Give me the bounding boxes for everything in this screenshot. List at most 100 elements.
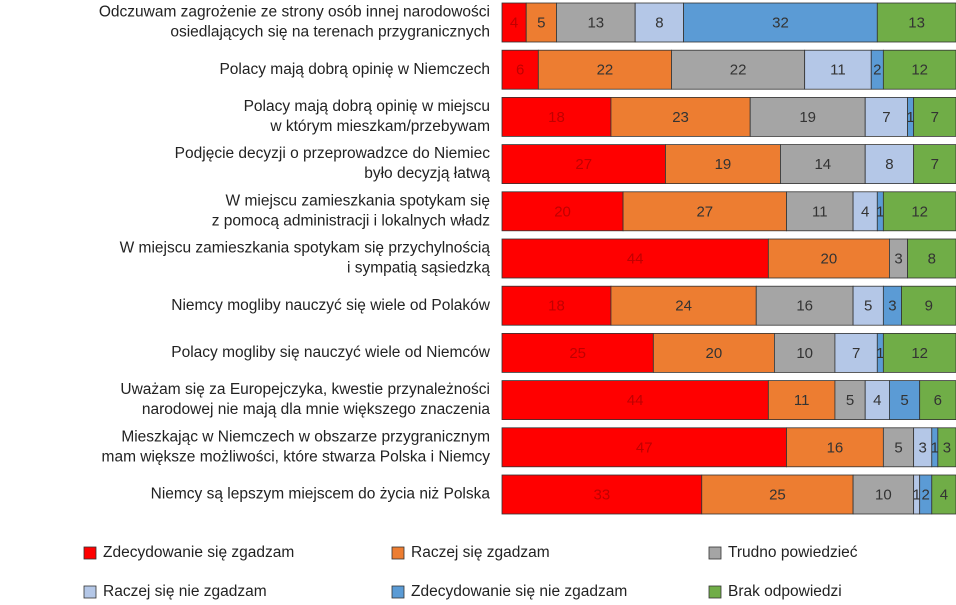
legend-label: Trudno powiedzieć	[728, 544, 858, 561]
category-label: w którym mieszkam/przebywam	[269, 118, 490, 135]
legend-swatch	[83, 585, 97, 599]
bar-segment	[786, 191, 854, 232]
value-label: 1	[931, 439, 939, 456]
bar-segment	[652, 332, 775, 373]
bar-segment	[852, 474, 915, 515]
value-label: 8	[928, 250, 936, 267]
legend-label: Zdecydowanie się nie zgadzam	[411, 583, 627, 600]
category-label: Podjęcie decyzji o przeprowadzce do Niem…	[175, 145, 491, 162]
value-label: 23	[672, 109, 689, 126]
bar-segment	[834, 332, 878, 373]
bar-segment	[864, 380, 890, 421]
bar-segment	[537, 49, 672, 90]
value-label: 47	[636, 439, 653, 456]
category-label: osiedlających się na terenach przygranic…	[170, 24, 490, 41]
bar-segment	[852, 191, 878, 232]
value-label: 22	[730, 62, 747, 79]
legend-swatch	[708, 546, 722, 560]
bar-segment	[913, 97, 956, 137]
bar-segment	[501, 285, 612, 326]
bar-segment	[919, 380, 956, 421]
value-label: 44	[627, 250, 644, 267]
bar-segment	[907, 238, 956, 279]
value-label: 16	[827, 439, 844, 456]
bar-segment	[501, 97, 612, 137]
value-label: 11	[812, 203, 828, 220]
bar-segment	[701, 474, 854, 515]
category-label: Mieszkając w Niemczech w obszarze przygr…	[121, 428, 490, 445]
bar-segment	[622, 191, 787, 232]
value-label: 11	[830, 62, 846, 79]
bar-segment	[901, 285, 956, 326]
bar-segment	[749, 97, 866, 137]
value-label: 6	[934, 392, 942, 409]
value-label: 11	[794, 392, 810, 409]
category-label: Odczuwam zagrożenie ze strony osób innej…	[99, 4, 490, 21]
value-label: 5	[900, 392, 908, 409]
value-label: 4	[940, 486, 948, 503]
value-label: 12	[911, 203, 928, 220]
legend-swatch	[391, 546, 405, 560]
legend-swatch	[83, 546, 97, 560]
value-label: 14	[814, 156, 831, 173]
value-label: 32	[772, 14, 789, 31]
value-label: 24	[675, 298, 692, 315]
category-label: Niemcy mogliby nauczyć się wiele od Pola…	[171, 297, 491, 314]
bar-segment	[913, 144, 956, 185]
bar-segment	[774, 332, 836, 373]
category-label: Polacy mogliby się nauczyć wiele od Niem…	[171, 344, 491, 361]
bar-segment	[610, 97, 751, 137]
bar-segment	[767, 380, 836, 421]
category-label: W miejscu zamieszkania spotykam się	[226, 192, 490, 209]
legend-label: Brak odpowiedzi	[728, 583, 842, 600]
value-label: 8	[885, 156, 893, 173]
value-label: 5	[864, 298, 872, 315]
value-label: 27	[696, 203, 713, 220]
bar-segment	[786, 427, 884, 468]
category-label: było decyzją łatwą	[364, 165, 490, 182]
bar-segment	[671, 49, 806, 90]
bar-segment	[852, 285, 884, 326]
category-label: z pomocą administracji i lokalnych władz	[212, 212, 490, 229]
value-label: 1	[876, 345, 884, 362]
category-label: Polacy mają dobrą opinię w miejscu	[244, 98, 490, 115]
value-label: 13	[908, 14, 925, 31]
legend-label: Raczej się nie zgadzam	[103, 583, 267, 600]
value-label: 18	[548, 109, 565, 126]
value-label: 25	[569, 345, 586, 362]
value-label: 8	[655, 14, 663, 31]
value-label: 1	[876, 203, 884, 220]
value-label: 13	[587, 14, 604, 31]
value-label: 12	[911, 345, 928, 362]
bar-segment	[665, 144, 781, 185]
value-label: 1	[906, 109, 914, 126]
value-label: 18	[548, 298, 565, 315]
value-label: 4	[873, 392, 881, 409]
value-label: 3	[919, 439, 927, 456]
value-label: 10	[796, 345, 813, 362]
value-label: 7	[931, 109, 939, 126]
bar-segment	[882, 332, 956, 373]
value-label: 2	[922, 486, 930, 503]
bar-segment	[501, 144, 666, 185]
value-label: 3	[888, 298, 896, 315]
value-label: 44	[627, 392, 644, 409]
value-label: 12	[911, 62, 928, 79]
value-label: 5	[846, 392, 854, 409]
value-label: 7	[882, 109, 890, 126]
bar-segment	[876, 2, 956, 43]
value-label: 5	[894, 439, 902, 456]
bar-segment	[501, 49, 539, 90]
category-label: Polacy mają dobrą opinię w Niemczech	[219, 61, 490, 78]
value-label: 2	[873, 62, 881, 79]
legend-label: Zdecydowanie się zgadzam	[103, 544, 294, 561]
value-label: 3	[943, 439, 951, 456]
bar-segment	[501, 380, 769, 421]
legend-label: Raczej się zgadzam	[411, 544, 550, 561]
value-label: 20	[554, 203, 571, 220]
bar-segment	[501, 332, 654, 373]
bar-segment	[864, 97, 908, 137]
value-label: 19	[799, 109, 816, 126]
bar-segment	[882, 49, 956, 90]
category-label: mam większe możliwości, które stwarza Po…	[102, 448, 491, 465]
